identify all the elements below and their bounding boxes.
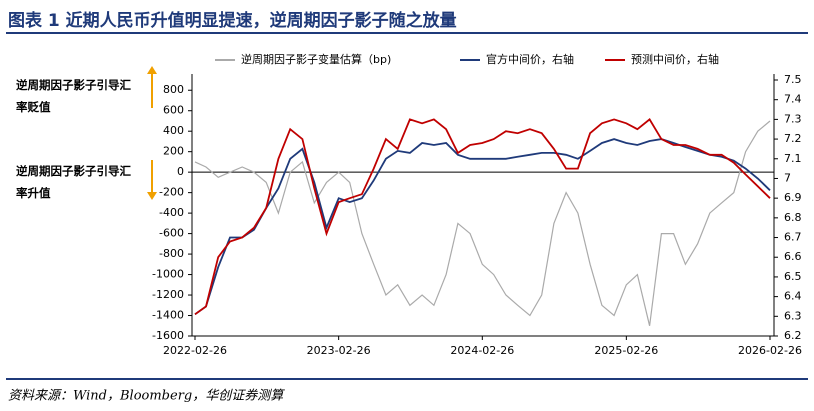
annotation: 逆周期因子影子引导汇率升值 [16, 164, 131, 200]
y2-tick-label: 6.7 [784, 231, 802, 244]
series-line [194, 118, 771, 316]
y2-tick-label: 7.5 [784, 73, 802, 86]
y2-tick-label: 7.2 [784, 132, 802, 145]
y2-tick-label: 7.1 [784, 152, 802, 165]
y2-tick-label: 6.6 [784, 250, 802, 263]
y2-tick-label: 6.2 [784, 329, 802, 342]
y-tick-label: -1400 [152, 309, 184, 322]
x-tick-label: 2025-02-26 [594, 344, 658, 357]
x-tick-label: 2022-02-26 [163, 344, 227, 357]
x-tick-label: 2023-02-26 [307, 344, 371, 357]
x-tick-label: 2026-02-26 [738, 344, 802, 357]
x-tick-label: 2024-02-26 [450, 344, 514, 357]
y-tick-label: 0 [177, 165, 184, 178]
y2-tick-label: 7.3 [784, 112, 802, 125]
y-tick-label: -1200 [152, 288, 184, 301]
y-tick-label: 400 [163, 124, 184, 137]
y-tick-label: 200 [163, 145, 184, 158]
up-arrow-head [147, 66, 157, 74]
y2-tick-label: 7.4 [784, 93, 802, 106]
y-tick-label: -400 [159, 206, 184, 219]
annotation: 逆周期因子影子引导汇率贬值 [16, 78, 131, 114]
y2-tick-label: 6.9 [784, 191, 802, 204]
title-rule [6, 32, 808, 34]
y-tick-label: -800 [159, 247, 184, 260]
y-tick-label: -1600 [152, 329, 184, 342]
y2-tick-label: 6.4 [784, 290, 802, 303]
y-tick-label: -200 [159, 186, 184, 199]
title: 图表 1 近期人民币升值明显提速，逆周期因子影子随之放量 [8, 11, 457, 31]
legend-label: 预测中间价，右轴 [631, 52, 719, 66]
source: 资料来源：Wind，Bloomberg，华创证券测算 [8, 389, 285, 404]
y2-tick-label: 7 [784, 171, 791, 184]
legend-label: 官方中间价，右轴 [486, 52, 574, 66]
y2-tick-label: 6.8 [784, 211, 802, 224]
y-tick-label: 600 [163, 104, 184, 117]
y-tick-label: 800 [163, 83, 184, 96]
series-line [194, 120, 771, 326]
series-line [194, 138, 771, 316]
y2-tick-label: 6.3 [784, 309, 802, 322]
y-tick-label: -1000 [152, 268, 184, 281]
down-arrow-head [147, 192, 157, 200]
y2-tick-label: 6.5 [784, 270, 802, 283]
y-tick-label: -600 [159, 227, 184, 240]
legend-label: 逆周期因子影子变量估算（bp) [241, 52, 391, 66]
